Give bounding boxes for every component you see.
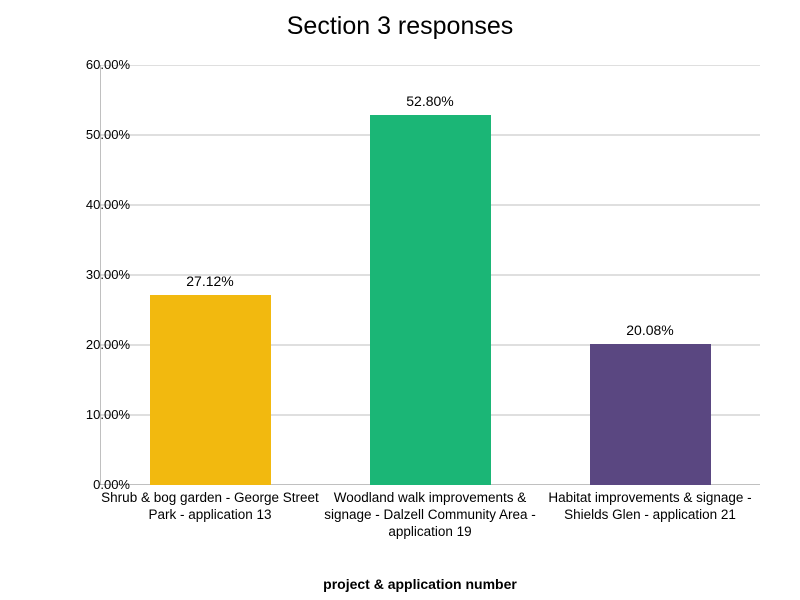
chart-container: Section 3 responses % of vote 0.00%10.00… [0,0,800,600]
y-axis-label: % of vote [8,0,24,60]
bar-value-label: 52.80% [320,93,540,109]
x-axis-label: project & application number [100,576,740,592]
category-label: Woodland walk improvements & signage - D… [320,490,540,541]
bar [370,115,491,485]
bar-value-label: 20.08% [540,322,760,338]
bar-value-label: 27.12% [100,273,320,289]
category-label: Habitat improvements & signage - Shields… [540,490,760,524]
bar-slot: 52.80% [320,65,540,485]
category-label: Shrub & bog garden - George Street Park … [100,490,320,524]
bar-slot: 27.12% [100,65,320,485]
bar-slot: 20.08% [540,65,760,485]
bars-group: 27.12% 52.80% 20.08% [100,65,760,485]
bar [590,344,711,485]
bar [150,295,271,485]
chart-title: Section 3 responses [0,12,800,41]
